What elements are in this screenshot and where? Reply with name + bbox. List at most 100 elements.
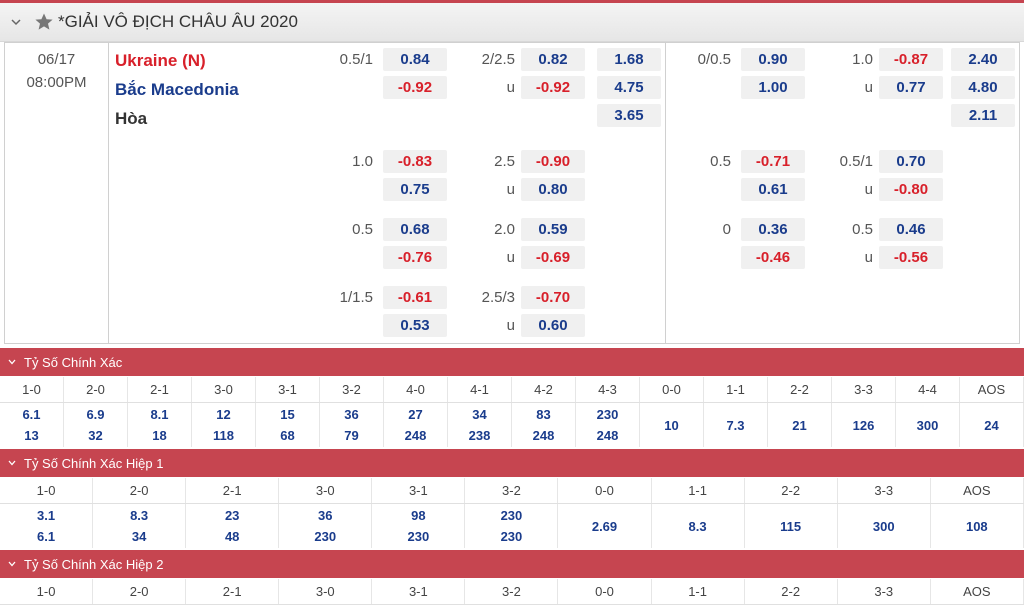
score-odd-cell[interactable]: 300 [838,504,931,548]
ft-1x2-away-odd[interactable]: 4.75 [597,76,661,99]
score-odd-cell[interactable]: 300 [896,403,960,447]
score-odd-bottom[interactable]: 13 [24,428,39,443]
h1-hcap-home-odd[interactable]: 0.36 [741,218,805,241]
correct-score-h1-header[interactable]: Tỷ Số Chính Xác Hiệp 1 [0,449,1024,477]
score-odd-bottom[interactable]: 68 [280,428,295,443]
ft-1x2-draw-odd[interactable]: 3.65 [597,104,661,127]
score-odd-cell[interactable]: 126 [832,403,896,447]
score-odd-top[interactable]: 230 [596,407,619,422]
ft-ou-over-odd[interactable]: -0.70 [521,286,585,309]
score-odd-top[interactable]: 8.3 [130,508,149,523]
score-odd-top[interactable]: 34 [472,407,487,422]
chevron-down-icon[interactable] [0,559,24,569]
score-odd-top[interactable]: 98 [411,508,426,523]
correct-score-h2-header[interactable]: Tỷ Số Chính Xác Hiệp 2 [0,550,1024,578]
h1-ou-under-odd[interactable]: 0.77 [879,76,943,99]
h1-hcap-away-odd[interactable]: 1.00 [741,76,805,99]
ft-ou-over-odd[interactable]: 0.59 [521,218,585,241]
ft-hcap-away-odd[interactable]: 0.75 [383,178,447,201]
h1-ou-over-odd[interactable]: 0.46 [879,218,943,241]
h1-ou-over-odd[interactable]: -0.87 [879,48,943,71]
score-odd-top[interactable]: 15 [280,407,295,422]
score-odd-cell[interactable]: 23 48 [186,504,280,548]
team-away[interactable]: Bắc Macedonia [115,80,239,99]
h1-ou-under-odd[interactable]: -0.80 [879,178,943,201]
score-odd-top[interactable]: 8.3 [688,518,707,534]
score-odd-bottom[interactable]: 248 [404,428,427,443]
ft-1x2-home-odd[interactable]: 1.68 [597,48,661,71]
h1-1x2-home-odd[interactable]: 2.40 [951,48,1015,71]
ft-ou-under-odd[interactable]: -0.69 [521,246,585,269]
ft-ou-over-odd[interactable]: -0.90 [521,150,585,173]
score-odd-top[interactable]: 27 [408,407,423,422]
score-odd-bottom[interactable]: 230 [407,529,430,544]
score-odd-cell[interactable]: 21 [768,403,832,447]
h1-ou-over-odd[interactable]: 0.70 [879,150,943,173]
ft-ou-under-odd[interactable]: -0.92 [521,76,585,99]
score-odd-cell[interactable]: 8.3 34 [93,504,187,548]
score-odd-cell[interactable]: 36 79 [320,403,384,447]
score-odd-top[interactable]: 108 [965,518,988,534]
score-odd-cell[interactable]: 98 230 [372,504,466,548]
ft-hcap-home-odd[interactable]: -0.61 [383,286,447,309]
score-odd-top[interactable]: 24 [984,417,999,433]
h1-ou-under-odd[interactable]: -0.56 [879,246,943,269]
h1-hcap-away-odd[interactable]: -0.46 [741,246,805,269]
score-odd-cell[interactable]: 36 230 [279,504,373,548]
score-odd-bottom[interactable]: 34 [131,529,147,544]
score-odd-cell[interactable]: 15 68 [256,403,320,447]
team-home[interactable]: Ukraine (N) [115,51,206,70]
score-odd-top[interactable]: 83 [536,407,551,422]
ft-hcap-home-odd[interactable]: -0.83 [383,150,447,173]
h1-hcap-home-odd[interactable]: 0.90 [741,48,805,71]
ft-ou-under-odd[interactable]: 0.60 [521,314,585,337]
score-odd-bottom[interactable]: 48 [224,529,240,544]
correct-score-header[interactable]: Tỷ Số Chính Xác [0,348,1024,376]
score-odd-top[interactable]: 6.9 [86,407,105,422]
score-odd-cell[interactable]: 27 248 [384,403,448,447]
score-odd-cell[interactable]: 7.3 [704,403,768,447]
score-odd-bottom[interactable]: 230 [314,529,337,544]
score-odd-cell[interactable]: 6.9 32 [64,403,128,447]
score-odd-cell[interactable]: 6.1 13 [0,403,64,447]
score-odd-top[interactable]: 126 [852,417,875,433]
league-header[interactable]: *GIẢI VÔ ĐỊCH CHÂU ÂU 2020 [0,0,1024,42]
ft-ou-over-odd[interactable]: 0.82 [521,48,585,71]
score-odd-cell[interactable]: 115 [745,504,838,548]
score-odd-cell[interactable]: 108 [931,504,1024,548]
h1-1x2-draw-odd[interactable]: 2.11 [951,104,1015,127]
score-odd-cell[interactable]: 83 248 [512,403,576,447]
score-odd-top[interactable]: 36 [344,407,359,422]
score-odd-cell[interactable]: 12 118 [192,403,256,447]
score-odd-bottom[interactable]: 6.1 [37,529,56,544]
score-odd-top[interactable]: 3.1 [37,508,56,523]
h1-hcap-home-odd[interactable]: -0.71 [741,150,805,173]
score-odd-bottom[interactable]: 248 [532,428,555,443]
score-odd-top[interactable]: 230 [500,508,523,523]
ft-ou-under-odd[interactable]: 0.80 [521,178,585,201]
score-odd-bottom[interactable]: 238 [468,428,491,443]
score-odd-bottom[interactable]: 18 [152,428,167,443]
score-odd-top[interactable]: 36 [318,508,333,523]
ft-hcap-away-odd[interactable]: -0.92 [383,76,447,99]
score-odd-cell[interactable]: 24 [960,403,1024,447]
ft-hcap-home-odd[interactable]: 0.68 [383,218,447,241]
score-odd-bottom[interactable]: 118 [213,428,234,443]
chevron-down-icon[interactable] [0,357,24,367]
score-odd-bottom[interactable]: 230 [500,529,523,544]
score-odd-top[interactable]: 115 [780,518,802,534]
score-odd-cell[interactable]: 230 248 [576,403,640,447]
ft-hcap-away-odd[interactable]: -0.76 [383,246,447,269]
ft-hcap-home-odd[interactable]: 0.84 [383,48,447,71]
score-odd-top[interactable]: 2.69 [591,518,618,534]
score-odd-bottom[interactable]: 79 [344,428,359,443]
score-odd-top[interactable]: 23 [224,508,240,523]
score-odd-cell[interactable]: 2.69 [558,504,652,548]
score-odd-top[interactable]: 21 [792,417,807,433]
score-odd-top[interactable]: 7.3 [726,417,745,433]
score-odd-cell[interactable]: 8.3 [652,504,745,548]
score-odd-cell[interactable]: 10 [640,403,704,447]
score-odd-top[interactable]: 12 [216,407,231,422]
score-odd-top[interactable]: 8.1 [150,407,169,422]
h1-1x2-away-odd[interactable]: 4.80 [951,76,1015,99]
